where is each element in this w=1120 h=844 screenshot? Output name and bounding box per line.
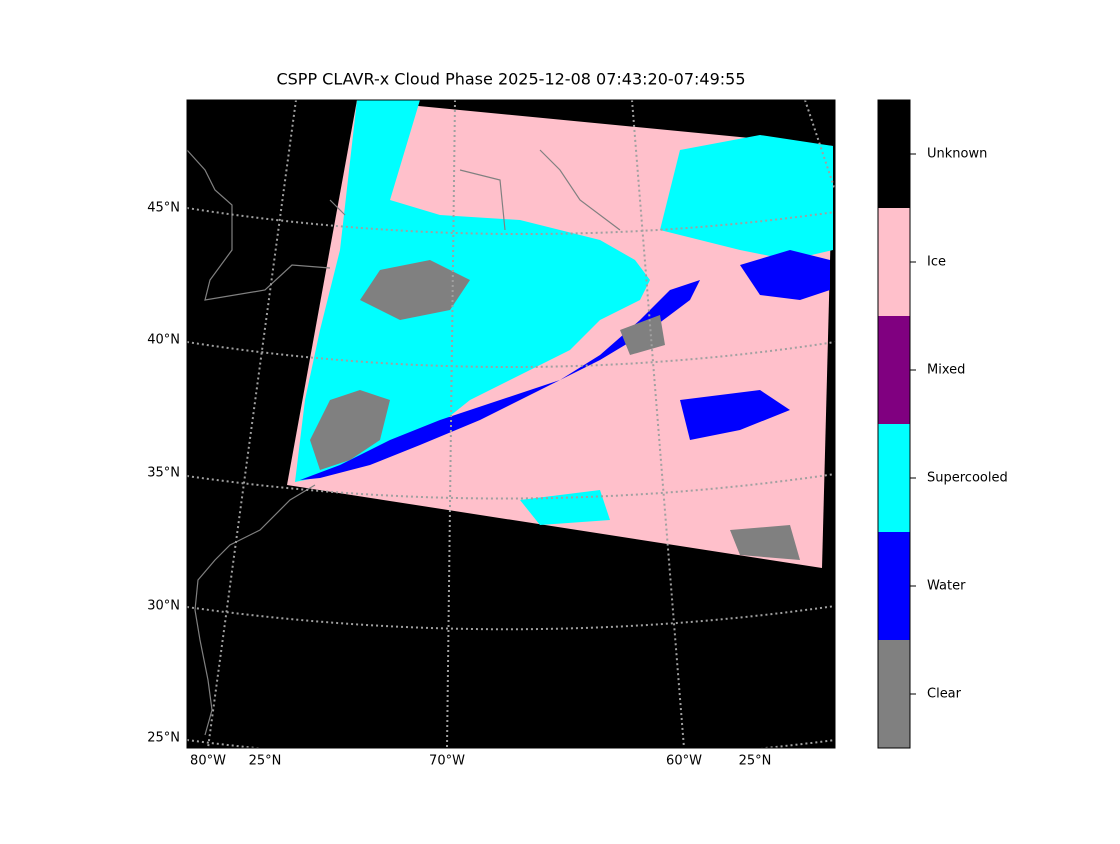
parallel <box>187 605 835 631</box>
meridian <box>804 100 835 191</box>
title: CSPP CLAVR-x Cloud Phase 2025-12-08 07:4… <box>276 70 745 89</box>
colorbar-label: Supercooled <box>927 471 1008 486</box>
meridian <box>207 100 297 748</box>
colorbar-segment <box>878 100 910 208</box>
clear-region <box>730 525 800 560</box>
lat-label: 35°N <box>147 466 180 481</box>
colorbar-label: Ice <box>927 255 946 270</box>
map-frame <box>186 99 836 749</box>
colorbar-segment <box>878 208 910 316</box>
lat-label: 30°N <box>147 599 180 614</box>
supercooled-region <box>660 135 833 260</box>
lon-label: 25°N <box>739 754 772 769</box>
water-region <box>740 250 830 300</box>
water-region <box>300 280 700 480</box>
lon-label: 70°W <box>429 754 465 769</box>
lat-label: 25°N <box>147 731 180 746</box>
colorbar-segment <box>878 316 910 424</box>
clear-region <box>310 390 390 470</box>
colorbar-segment <box>878 640 910 748</box>
parallel <box>187 473 835 500</box>
map <box>187 100 835 748</box>
meridian <box>631 100 685 748</box>
coastline <box>187 149 621 736</box>
colorbar-label: Mixed <box>927 363 965 378</box>
lon-label: 25°N <box>249 754 282 769</box>
clear-region <box>360 260 470 320</box>
colorbar-segment <box>878 532 910 640</box>
lon-label: 80°W <box>190 754 226 769</box>
parallel <box>187 341 835 368</box>
parallel <box>187 207 835 236</box>
colorbar-label: Clear <box>927 687 962 702</box>
meridian <box>446 100 456 748</box>
colorbar-label: Water <box>927 579 966 594</box>
lon-label: 60°W <box>666 754 702 769</box>
colorbar-frame <box>877 99 911 749</box>
colorbar-segment <box>878 424 910 532</box>
lat-label: 45°N <box>147 201 180 216</box>
lat-label: 40°N <box>147 333 180 348</box>
clear-region <box>620 315 665 355</box>
colorbar-label: Unknown <box>927 147 987 162</box>
water-region <box>680 390 790 440</box>
supercooled-region <box>295 100 650 482</box>
